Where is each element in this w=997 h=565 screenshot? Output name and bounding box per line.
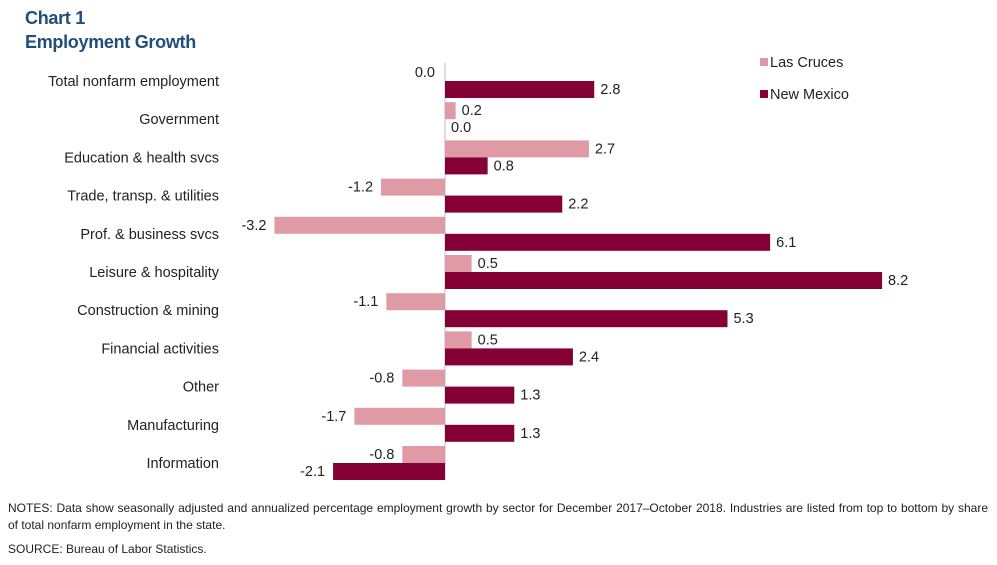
category-label: Prof. & business svcs [80,227,219,243]
bar-new-mexico [445,233,771,251]
bar-las-cruces [402,446,445,463]
data-label: 0.0 [415,65,435,81]
data-label: 1.3 [520,426,540,442]
data-label: 2.2 [568,197,588,213]
category-label: Government [139,112,219,128]
chart-title-block: Chart 1 Employment Growth [25,6,196,54]
chart-notes: NOTES: Data show seasonally adjusted and… [8,501,988,532]
legend-swatch-new-mexico [760,90,768,98]
data-label: -0.8 [369,371,394,387]
bar-las-cruces [445,102,456,120]
legend-swatch-las-cruces [760,58,768,66]
legend-label: New Mexico [770,87,849,103]
bar-chart: Total nonfarm employment 0.0 2.8 Government… [48,55,908,480]
data-label: -1.1 [353,294,378,310]
chart-title: Employment Growth [25,32,196,52]
legend-label: Las Cruces [770,55,843,71]
data-label: 5.3 [733,311,753,327]
data-label: 0.8 [494,158,514,174]
bar-new-mexico [445,81,595,98]
category-label: Other [183,380,219,396]
bar-new-mexico [445,386,515,404]
data-label: 0.0 [451,120,471,136]
bar-new-mexico [445,348,573,366]
data-label: 0.5 [478,256,498,272]
category-label: Total nonfarm employment [48,74,219,90]
category-label: Leisure & hospitality [89,265,220,281]
bar-new-mexico [445,195,563,213]
bar-new-mexico [445,424,515,442]
data-label: 2.4 [579,349,599,365]
bar-new-mexico [333,463,445,480]
bar-las-cruces [354,407,445,425]
bar-las-cruces [402,369,445,387]
bar-las-cruces [386,293,445,311]
data-label: 1.3 [520,388,540,404]
data-label: 8.2 [888,273,908,289]
data-label: 0.5 [478,332,498,348]
data-label: -0.8 [369,447,394,463]
data-label: 6.1 [776,235,796,251]
bar-las-cruces [445,331,472,349]
bar-las-cruces [274,216,445,234]
data-label: -2.1 [300,464,325,480]
category-label: Manufacturing [127,418,219,434]
data-label: 2.8 [600,82,620,98]
bar-las-cruces [445,255,472,272]
data-label: 2.7 [595,141,615,157]
category-label: Financial activities [101,341,219,357]
bar-new-mexico [445,310,728,328]
category-label: Construction & mining [77,303,219,319]
data-label: -1.2 [348,180,373,196]
bar-las-cruces [445,140,589,158]
data-label: -1.7 [321,409,346,425]
bar-new-mexico [445,272,883,289]
data-label: -3.2 [241,218,266,234]
category-label: Trade, transp. & utilities [67,189,219,205]
category-label: Information [146,456,219,472]
chart-number: Chart 1 [25,8,85,28]
data-label: 0.2 [462,103,482,119]
category-label: Education & health svcs [64,150,219,166]
bar-las-cruces [381,178,445,196]
bar-new-mexico [445,157,488,175]
chart-source: SOURCE: Bureau of Labor Statistics. [8,542,207,556]
